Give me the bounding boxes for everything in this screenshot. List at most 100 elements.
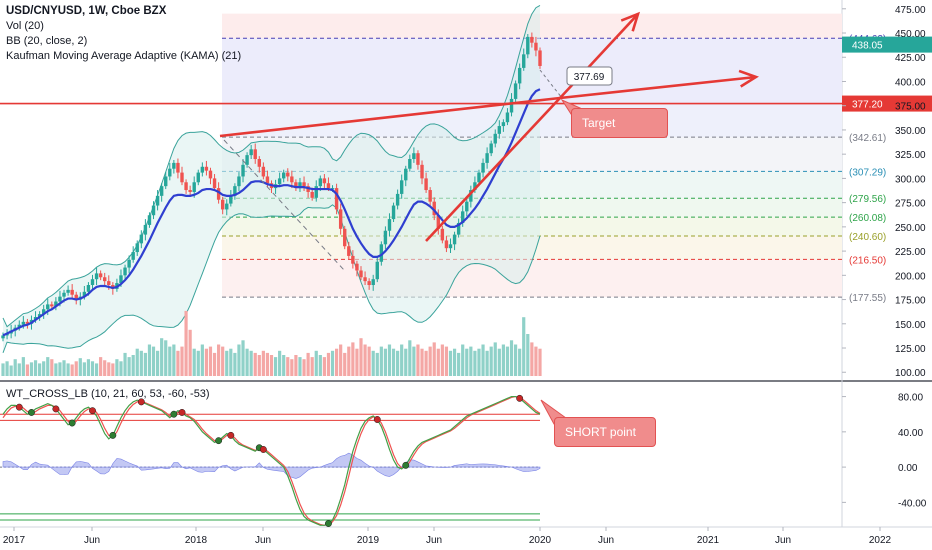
price-axis-label: 475.00 [895,5,926,16]
volume-bar [432,342,436,376]
wt-cross-dot [215,437,223,445]
price-axis-label: 325.00 [895,150,926,161]
volume-bar [200,344,204,376]
candle-body [290,176,294,183]
candle-body [404,168,408,181]
volume-bar [282,355,286,376]
dashed-guide-line [223,139,345,271]
volume-bar [9,365,13,376]
volume-bar [103,360,107,376]
candle-body [200,166,205,173]
candle-body [416,153,420,165]
time-axis-label: Jun [84,535,100,546]
volume-bar [66,363,70,376]
candle-body [277,178,282,185]
candle-body [192,182,196,192]
horizontal-level-tag [842,95,932,112]
volume-bar [25,364,30,376]
volume-bar [391,348,396,376]
wt-cross-dot [15,403,23,411]
volume-bar [371,350,375,376]
wt-cross-dot [259,446,267,453]
candle-body [334,188,339,210]
oscillator-axis-label: 40.00 [898,428,923,439]
candle-body [220,199,225,210]
candle-body [41,309,46,315]
volume-bar [29,362,34,376]
volume-bar [334,348,339,376]
volume-bar [343,352,347,376]
candle-body [17,324,21,328]
volume-bar [192,348,196,376]
volume-bar [538,348,542,376]
candle-body [188,190,192,192]
time-axis-label: Jun [598,535,614,546]
volume-bar [294,355,298,376]
volume-bar [147,344,152,376]
time-axis-label: Jun [775,535,791,546]
volume-bar [151,346,156,376]
candle-body [147,215,152,225]
candle-body [261,166,266,177]
volume-bar [94,363,99,376]
wt-cross-dot [109,431,117,439]
candle-body [286,172,290,177]
candle-body [135,243,139,253]
candle-body [257,159,261,167]
volume-bar [62,360,66,376]
candle-body [489,143,493,154]
candle-body [241,164,245,177]
candle-body [440,228,445,241]
price-axis-label: 225.00 [895,247,926,258]
volume-bar [180,346,184,376]
target-callout: Target [571,108,668,138]
candle-body [517,67,522,84]
candle-body [314,186,318,198]
fib-level-label: (260.08) [849,213,886,224]
candle-body [70,289,74,295]
wt-cross-dot [325,520,332,527]
volume-bar [212,352,217,376]
candle-body [74,294,78,300]
candle-body [294,182,298,189]
volume-bar [184,310,188,376]
volume-bar [269,355,274,376]
current-price-value: 438.05 [852,41,883,52]
candle-body [196,172,200,183]
volume-bar [155,350,160,376]
volume-bar [534,346,538,376]
candle-body [229,195,233,204]
volume-bar [359,338,363,376]
candle-body [265,176,270,184]
candle-body [534,42,538,51]
candle-body [86,285,91,292]
time-axis-label: 2017 [3,535,26,546]
candle-body [208,170,213,179]
wt-cross-dot [516,394,524,402]
volume-bar [444,346,449,376]
volume-bar [135,348,139,376]
time-axis-label: 2019 [357,535,380,546]
volume-bar [440,344,444,376]
candle-body [330,188,335,190]
volume-bar [123,352,127,376]
volume-bar [489,346,493,376]
candle-body [176,162,180,173]
candle-body [237,176,241,187]
volume-bar [452,348,457,376]
fib-level-label: (279.56) [849,194,886,205]
volume-bar [50,359,54,376]
candle-body [184,182,188,191]
candle-body [355,263,359,271]
volume-bar [396,350,400,376]
candle-body [90,279,95,286]
candle-body [21,321,26,325]
volume-bar [339,344,343,376]
price-axis-label: 175.00 [895,296,926,307]
candle-body [526,36,530,55]
candle-body [253,149,257,160]
candle-body [1,335,5,339]
volume-bar [493,342,497,376]
volume-bar [221,346,225,376]
